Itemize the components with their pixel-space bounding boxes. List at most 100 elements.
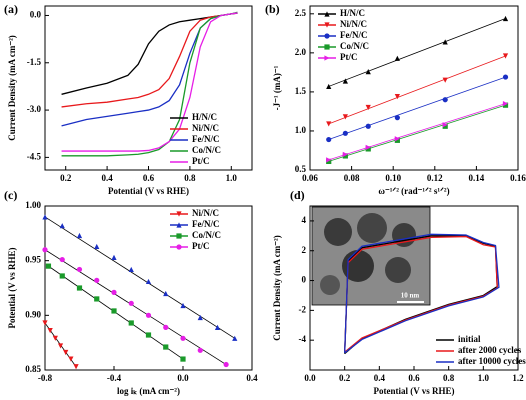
- series-line: [61, 12, 238, 152]
- marker: [180, 302, 186, 309]
- marker: [145, 278, 152, 285]
- x-axis-label: Potential (V vs RHE): [108, 186, 189, 196]
- marker: [324, 44, 330, 50]
- marker: [42, 214, 48, 220]
- marker: [442, 122, 448, 128]
- legend-label: Co/N/C: [192, 230, 221, 240]
- plot-frame: [44, 205, 253, 371]
- y-axis-label: -J⁻¹ (mA)⁻¹: [272, 65, 282, 110]
- marker: [326, 121, 332, 127]
- x-axis-label: ω⁻¹ᐟ² (rad⁻¹ᐟ² s¹ᐟ²): [378, 186, 449, 196]
- marker: [326, 157, 332, 163]
- marker: [342, 151, 348, 157]
- marker: [394, 137, 400, 143]
- panel-label: (c): [4, 188, 17, 202]
- marker: [76, 232, 83, 239]
- panel-label: (b): [265, 2, 280, 16]
- marker: [223, 361, 229, 368]
- x-axis-label: Potential (V vs RHE): [373, 386, 454, 396]
- marker: [324, 22, 330, 28]
- marker: [326, 136, 332, 143]
- series-line: [344, 233, 500, 354]
- x-tick-label: 0.0: [304, 373, 316, 383]
- series-line: [344, 235, 498, 355]
- marker: [111, 254, 117, 260]
- legend-label: Pt/C: [192, 156, 210, 166]
- y-tick-label: -4: [299, 334, 307, 344]
- x-tick-label: 1.0: [226, 173, 238, 183]
- series-line: [61, 12, 238, 108]
- marker: [59, 223, 65, 229]
- x-tick-label: -0.4: [107, 373, 122, 383]
- marker: [342, 114, 348, 120]
- x-tick-label: -0.8: [38, 373, 53, 383]
- marker: [128, 266, 134, 273]
- marker: [176, 222, 182, 228]
- marker: [502, 15, 509, 22]
- marker: [52, 335, 58, 341]
- legend-label: Fe/N/C: [192, 219, 220, 229]
- x-tick-label: 0.08: [344, 173, 360, 183]
- y-tick-label: 2.5: [295, 8, 307, 18]
- marker: [324, 33, 330, 39]
- marker: [163, 324, 169, 330]
- y-tick-label: 2: [302, 245, 307, 255]
- marker: [365, 123, 371, 129]
- legend-label: Fe/N/C: [192, 134, 220, 144]
- marker: [128, 320, 134, 326]
- marker: [68, 356, 74, 362]
- y-axis-label: Current Density (mA cm⁻²): [7, 35, 17, 141]
- x-tick-label: 1.0: [478, 373, 490, 383]
- y-tick-label: 0.5: [295, 164, 307, 174]
- legend-label: Pt/C: [192, 241, 210, 251]
- marker: [73, 364, 79, 370]
- marker: [394, 136, 400, 142]
- x-tick-label: 0.10: [385, 173, 401, 183]
- marker: [45, 263, 52, 269]
- fit-line: [328, 76, 506, 140]
- legend-label: H/N/C: [340, 8, 365, 18]
- panel-label: (a): [4, 2, 18, 16]
- fit-line: [328, 18, 506, 87]
- y-tick-label: 1.0: [295, 125, 307, 135]
- marker: [59, 256, 65, 263]
- marker: [94, 296, 100, 302]
- marker: [176, 233, 182, 239]
- y-tick-label: -2: [299, 304, 307, 314]
- marker: [502, 53, 509, 59]
- legend-label: Fe/N/C: [340, 30, 368, 40]
- marker: [76, 266, 83, 273]
- marker: [502, 102, 509, 108]
- marker: [442, 97, 448, 103]
- marker: [502, 74, 509, 80]
- y-tick-label: 2.0: [295, 47, 307, 57]
- marker: [442, 77, 448, 83]
- marker: [176, 244, 182, 250]
- fit-line: [328, 104, 506, 162]
- legend-label: Ni/N/C: [340, 19, 367, 29]
- y-tick-label: 0.85: [25, 364, 41, 374]
- marker: [502, 101, 509, 107]
- y-tick-label: 4: [302, 215, 307, 225]
- y-tick-label: 0.90: [25, 309, 41, 319]
- marker: [342, 130, 348, 136]
- marker: [59, 273, 65, 279]
- x-tick-label: 1.2: [512, 373, 524, 383]
- marker: [442, 123, 448, 129]
- y-tick-label: -4.5: [27, 151, 42, 161]
- legend-label: Co/N/C: [192, 145, 221, 155]
- y-tick-label: -3.0: [27, 104, 42, 114]
- marker: [324, 55, 330, 61]
- legend-label: Ni/N/C: [192, 208, 219, 218]
- marker: [145, 332, 152, 338]
- marker: [94, 243, 100, 250]
- marker: [232, 335, 238, 341]
- marker: [94, 277, 100, 283]
- marker: [365, 144, 371, 150]
- marker: [42, 320, 48, 326]
- marker: [47, 328, 53, 334]
- marker: [63, 349, 69, 356]
- legend-label: after 10000 cycles: [458, 356, 526, 366]
- legend-label: H/N/C: [192, 112, 217, 122]
